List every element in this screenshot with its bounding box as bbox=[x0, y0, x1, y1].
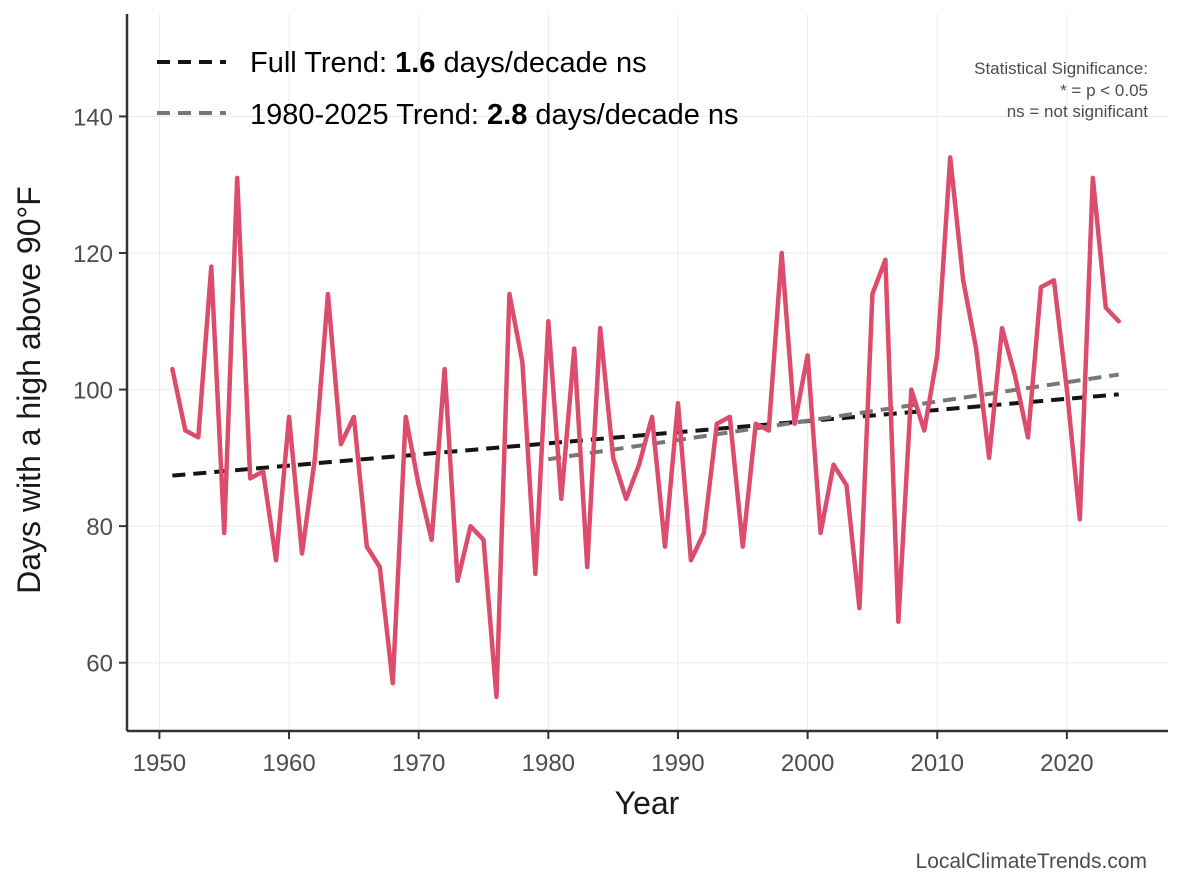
x-tick-label-1980: 1980 bbox=[522, 750, 575, 777]
y-axis-title: Days with a high above 90°F bbox=[11, 186, 47, 594]
significance-note-ns: ns = not significant bbox=[1007, 102, 1149, 121]
legend: Full Trend: 1.6 days/decade ns 1980-2025… bbox=[157, 47, 739, 131]
x-axis-title: Year bbox=[615, 785, 680, 821]
legend-prefix-recent-trend: 1980-2025 Trend: bbox=[250, 99, 487, 131]
significance-note-star: * = p < 0.05 bbox=[1060, 81, 1148, 100]
legend-value-recent-trend: 2.8 bbox=[487, 99, 527, 131]
x-tick-label-1970: 1970 bbox=[392, 750, 445, 777]
x-tick-label-1990: 1990 bbox=[651, 750, 704, 777]
series-line-0 bbox=[170, 155, 1121, 700]
x-tick-label-2000: 2000 bbox=[781, 750, 834, 777]
legend-suffix-recent-trend: days/decade ns bbox=[527, 99, 738, 131]
significance-note-title: Statistical Significance: bbox=[974, 59, 1148, 78]
y-tick-label-100: 100 bbox=[73, 378, 113, 405]
significance-note: Statistical Significance: * = p < 0.05 n… bbox=[974, 59, 1148, 121]
series-layer bbox=[170, 155, 1121, 700]
legend-label-recent-trend: 1980-2025 Trend: 2.8 days/decade ns bbox=[250, 99, 739, 131]
x-tick-label-2020: 2020 bbox=[1040, 750, 1093, 777]
legend-label-full-trend: Full Trend: 1.6 days/decade ns bbox=[250, 47, 647, 79]
credit-text: LocalClimateTrends.com bbox=[916, 850, 1147, 873]
y-axis-ticks: 60 80 100 120 140 bbox=[73, 104, 127, 678]
x-tick-label-2010: 2010 bbox=[911, 750, 964, 777]
legend-value-full-trend: 1.6 bbox=[395, 47, 435, 79]
y-tick-label-60: 60 bbox=[86, 651, 113, 678]
y-tick-label-120: 120 bbox=[73, 241, 113, 268]
x-axis-ticks: 1950 1960 1970 1980 1990 2000 2010 2020 bbox=[133, 731, 1094, 777]
x-tick-label-1960: 1960 bbox=[262, 750, 315, 777]
y-tick-label-80: 80 bbox=[86, 514, 113, 541]
x-tick-label-1950: 1950 bbox=[133, 750, 186, 777]
y-tick-label-140: 140 bbox=[73, 104, 113, 131]
legend-prefix-full-trend: Full Trend: bbox=[250, 47, 395, 79]
legend-suffix-full-trend: days/decade ns bbox=[435, 47, 646, 79]
